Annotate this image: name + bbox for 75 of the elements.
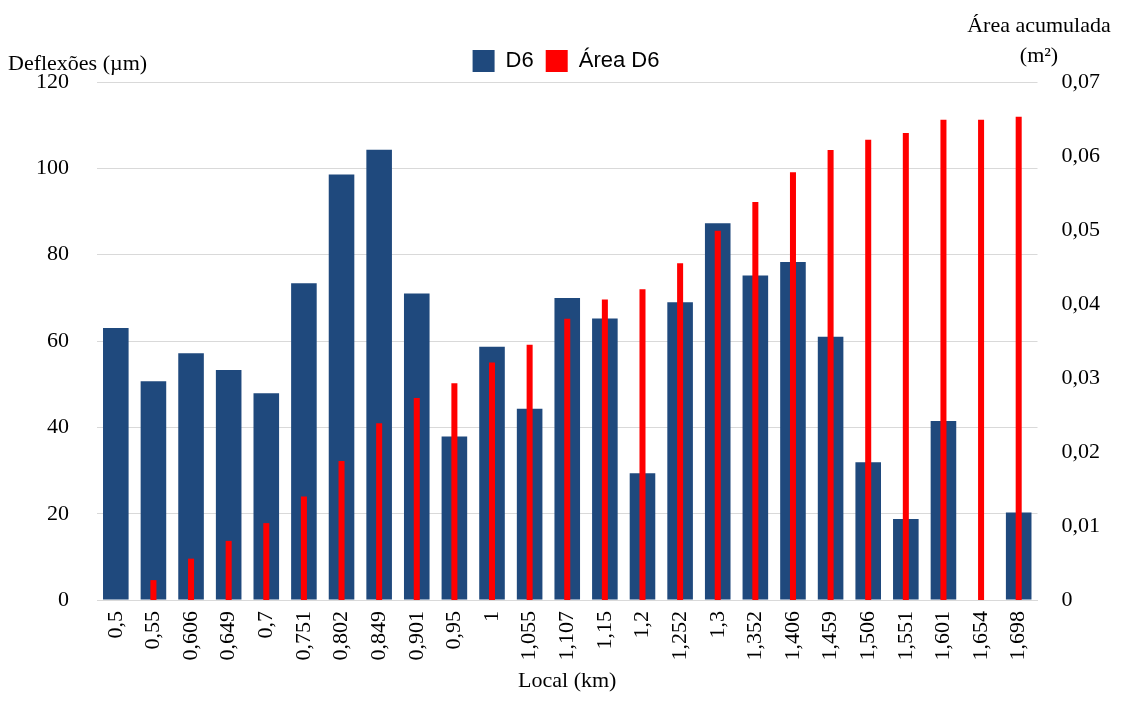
x-tick-label: 1,551 [891,611,917,661]
x-tick-label: 0,751 [289,611,315,661]
bar [752,201,759,601]
bar [225,540,232,601]
bar [526,344,533,601]
x-tick-label: 1,2 [628,611,654,639]
bar [489,362,496,601]
bar [978,119,985,601]
x-tick-label: 1,15 [590,611,616,650]
x-tick-label: 0,55 [139,611,165,650]
y2-tick-label: 0,03 [1061,363,1100,389]
y-tick-label: 40 [47,413,69,439]
y2-tick-label: 0,06 [1061,141,1100,167]
y2-tick-label: 0,04 [1061,289,1100,315]
x-tick-label: 0,802 [327,611,353,661]
legend-label: D6 [505,47,534,73]
x-axis-title: Local (km) [518,666,617,692]
x-tick-label: 1,252 [665,611,691,661]
x-tick-label: 1,107 [553,611,579,661]
y-tick-label: 80 [47,240,69,266]
bar [291,283,317,600]
bar [188,558,195,601]
y-tick-label: 100 [36,154,69,180]
bar [564,318,571,601]
x-tick-label: 0,5 [101,611,127,639]
bar [178,353,204,600]
y2-tick-label: 0 [1061,585,1073,611]
bar [215,369,242,600]
x-tick-label: 1 [477,611,503,623]
y2-tick-label: 0,01 [1061,511,1100,537]
bar [677,263,684,601]
x-tick-label: 0,7 [252,611,278,639]
bar [253,393,280,600]
bar [413,398,420,601]
x-tick-label: 0,901 [402,611,428,661]
x-tick-label: 0,649 [214,611,240,661]
bar [714,230,721,601]
bar [601,299,608,601]
y2-tick-label: 0,05 [1061,215,1100,241]
x-tick-label: 1,698 [1004,611,1030,661]
x-tick-label: 1,506 [853,611,879,661]
bar [940,119,947,601]
y-tick-label: 0 [58,585,69,611]
bar [789,172,796,601]
bar [376,423,383,601]
bar [103,328,129,600]
x-tick-label: 1,3 [703,611,729,639]
y2-tick-label: 0,07 [1061,67,1100,93]
bar [639,289,646,601]
x-tick-label: 0,849 [364,611,390,661]
bar [150,580,157,601]
bar [1015,116,1022,601]
bar [140,381,167,600]
x-tick-label: 1,654 [966,611,992,661]
y2-tick-label: 0,02 [1061,437,1100,463]
y-tick-label: 60 [47,326,69,352]
x-tick-label: 0,606 [176,611,202,661]
bar [865,139,872,601]
bar [902,133,909,601]
x-tick-label: 0,95 [440,611,466,650]
x-tick-label: 1,352 [741,611,767,661]
bar [300,496,307,601]
x-tick-label: 1,459 [816,611,842,661]
x-tick-label: 1,055 [515,611,541,661]
bar [451,383,458,601]
x-tick-label: 1,406 [778,611,804,661]
bar [827,150,834,601]
bar [338,460,345,601]
bar [263,523,270,601]
x-tick-label: 1,601 [929,611,955,661]
bar [328,174,355,600]
y-tick-label: 20 [47,499,69,525]
bar [366,149,392,600]
y2-axis-title: Área acumulada (m²) [967,12,1111,67]
legend-label: Área D6 [578,47,660,73]
